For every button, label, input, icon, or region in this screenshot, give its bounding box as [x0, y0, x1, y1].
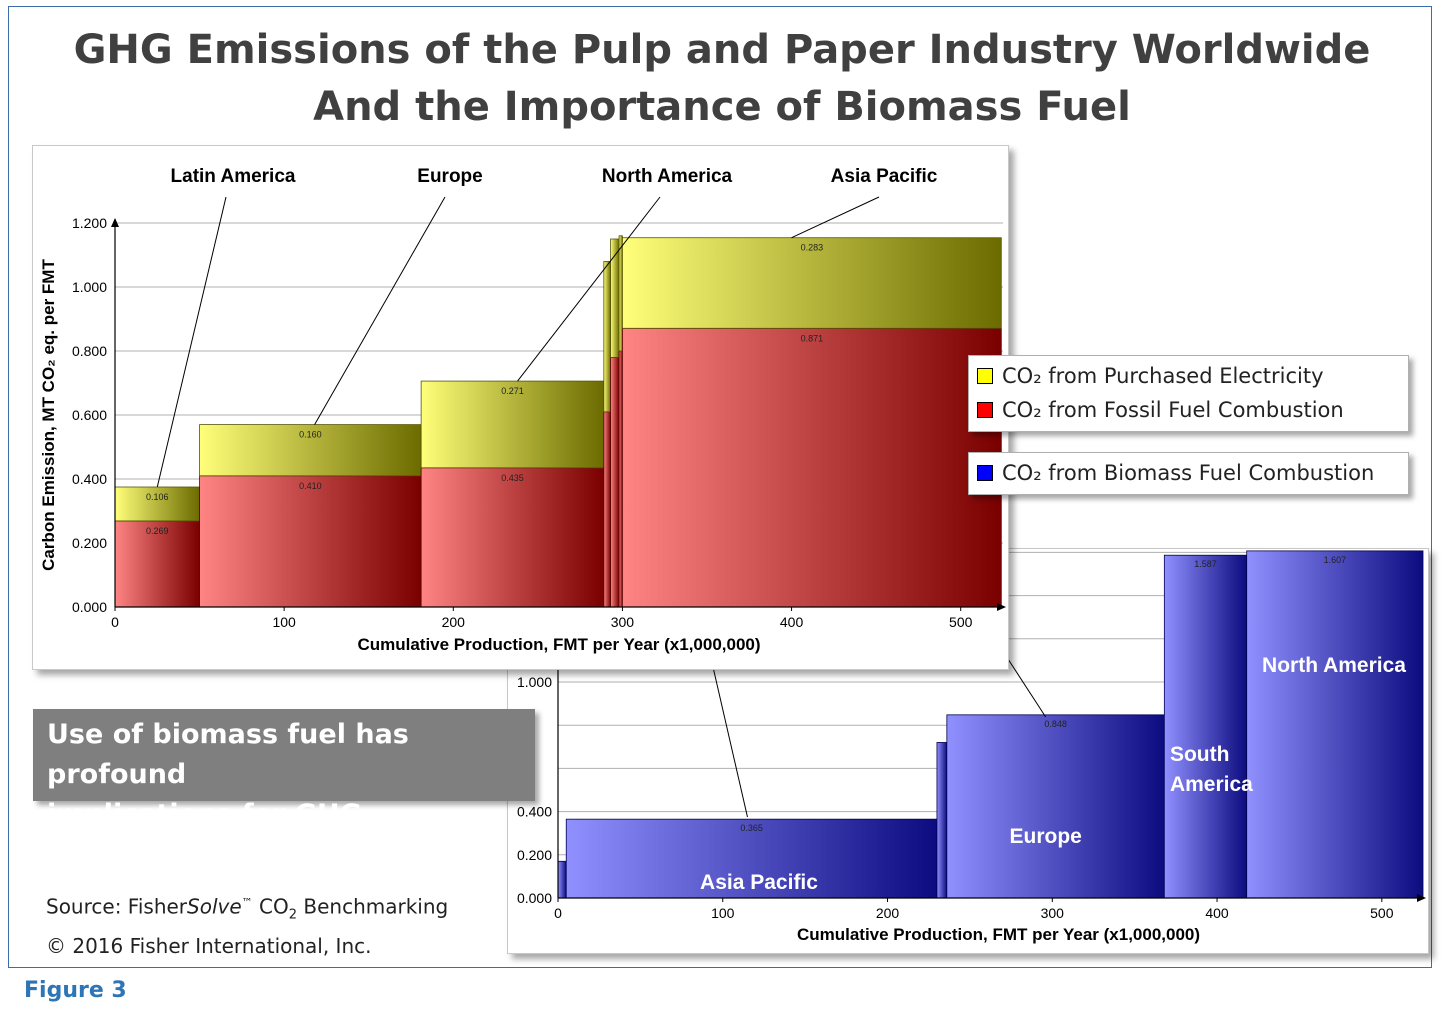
bar-fossil: [618, 350, 623, 608]
y-tick-label: 1.000: [517, 674, 552, 690]
figure-title: GHG Emissions of the Pulp and Paper Indu…: [0, 22, 1444, 136]
leader-line: [314, 196, 446, 425]
source-note: Source: FisherSolve™ CO2 Benchmarking © …: [46, 888, 448, 961]
x-tick-label: 100: [711, 905, 735, 921]
y-tick-label: 0.400: [72, 471, 107, 487]
emissions-chart: 0.269 0.106 0.410 0.160 0.435 0.271 0.871 0.283…: [39, 166, 1006, 654]
x-axis-arrow: [1417, 894, 1426, 902]
y-axis-arrow: [111, 218, 119, 227]
data-label: 1.607: [1324, 555, 1347, 565]
bar-electricity: [610, 238, 620, 358]
callout-line-1: Use of biomass fuel has profound: [47, 719, 409, 790]
data-label: 0.365: [740, 823, 763, 833]
x-axis-title: Cumulative Production, FMT per Year (x1,…: [797, 925, 1200, 944]
x-tick-label: 400: [780, 614, 804, 630]
x-axis-arrow: [997, 603, 1006, 611]
bar-biomass: [1163, 554, 1248, 899]
region-label: Latin America: [171, 166, 296, 187]
leader-line: [517, 196, 661, 382]
legend-item-biomass: CO₂ from Biomass Fuel Combustion: [969, 456, 1408, 490]
bar-fossil: [622, 327, 1002, 608]
region-label: Asia Pacific: [700, 871, 818, 894]
bar-electricity: [603, 261, 611, 413]
region-label: South: [1170, 743, 1229, 766]
title-line-2: And the Importance of Biomass Fuel: [313, 84, 1131, 130]
bar-fossil: [114, 520, 200, 608]
region-label: Europe: [1010, 825, 1082, 848]
callout-line-2: implications for GHG calculation.: [47, 799, 362, 870]
figure-label: Figure 3: [24, 978, 127, 1003]
bar-biomass: [946, 714, 1165, 899]
x-tick-label: 200: [876, 905, 900, 921]
x-tick-label: 500: [1370, 905, 1394, 921]
region-label: North America: [602, 166, 733, 187]
x-tick-label: 0: [554, 905, 562, 921]
title-line-1: GHG Emissions of the Pulp and Paper Indu…: [73, 27, 1371, 73]
legend-label-fossil: CO₂ from Fossil Fuel Combustion: [1002, 398, 1344, 422]
data-label: 1.587: [1194, 559, 1217, 569]
leader-line: [1007, 658, 1047, 718]
legend-swatch-blue: [977, 465, 993, 481]
bar-electricity: [622, 237, 1002, 329]
bar-biomass: [557, 860, 567, 899]
leader-line: [791, 196, 880, 239]
legend-label-biomass: CO₂ from Biomass Fuel Combustion: [1002, 461, 1375, 485]
y-tick-label: 0.400: [517, 804, 552, 820]
leader-line: [156, 196, 227, 488]
copyright-line: © 2016 Fisher International, Inc.: [46, 933, 372, 958]
region-label: Europe: [417, 166, 482, 187]
data-label: 0.435: [501, 473, 524, 483]
x-axis-title: Cumulative Production, FMT per Year (x1,…: [357, 635, 760, 654]
data-label: 0.271: [501, 386, 524, 396]
x-tick-label: 0: [111, 614, 119, 630]
bar-electricity: [420, 380, 605, 469]
legend-biomass: CO₂ from Biomass Fuel Combustion: [968, 452, 1409, 495]
legend-item-fossil: CO₂ from Fossil Fuel Combustion: [969, 393, 1408, 427]
data-label: 0.160: [299, 430, 322, 440]
data-label: 0.871: [801, 333, 824, 343]
biomass-chart: 0.365 0.848 1.587 1.607 Asia Pacific Europe So…: [517, 550, 1426, 944]
y-tick-label: 0.000: [72, 599, 107, 615]
y-tick-label: 1.200: [72, 215, 107, 231]
x-tick-label: 400: [1205, 905, 1229, 921]
callout-box: Use of biomass fuel has profound implica…: [33, 709, 535, 870]
bar-electricity: [199, 424, 422, 477]
data-label: 0.283: [801, 243, 824, 253]
y-tick-label: 0.200: [72, 535, 107, 551]
data-label: 0.410: [299, 481, 322, 491]
data-label: 0.106: [146, 492, 169, 502]
bar-electricity: [618, 235, 623, 352]
data-label: 0.848: [1044, 719, 1067, 729]
region-label: America: [1170, 773, 1253, 796]
legend-swatch-yellow: [977, 368, 993, 384]
legend-label-electricity: CO₂ from Purchased Electricity: [1002, 364, 1324, 388]
x-tick-label: 300: [1041, 905, 1065, 921]
y-tick-label: 1.000: [72, 279, 107, 295]
data-label: 0.269: [146, 526, 169, 536]
y-tick-label: 0.600: [72, 407, 107, 423]
y-tick-label: 0.200: [517, 847, 552, 863]
legend-swatch-red: [977, 402, 993, 418]
x-tick-label: 200: [442, 614, 466, 630]
y-axis-title: Carbon Emission, MT CO₂ eq. per FMT: [39, 259, 58, 571]
bar-fossil: [603, 411, 611, 608]
bar-fossil: [610, 356, 620, 608]
emissions-chart-panel: 0.269 0.106 0.410 0.160 0.435 0.271 0.871 0.283…: [32, 145, 1009, 670]
source-line: Source: FisherSolve™ CO2 Benchmarking: [46, 894, 449, 923]
y-tick-label: 0.800: [72, 343, 107, 359]
leader-line: [712, 666, 748, 818]
y-tick-label: 0.000: [517, 890, 552, 906]
bar-fossil: [420, 467, 605, 608]
x-tick-label: 100: [272, 614, 296, 630]
x-tick-label: 300: [611, 614, 635, 630]
legend-fossil-electricity: CO₂ from Purchased Electricity CO₂ from …: [968, 355, 1409, 432]
bar-electricity: [114, 486, 200, 522]
region-label: Asia Pacific: [831, 166, 938, 187]
legend-item-electricity: CO₂ from Purchased Electricity: [969, 359, 1408, 393]
region-label: North America: [1262, 654, 1406, 677]
x-tick-label: 500: [949, 614, 973, 630]
bar-biomass: [1246, 550, 1424, 899]
bar-biomass: [936, 742, 948, 899]
bar-fossil: [199, 475, 422, 608]
